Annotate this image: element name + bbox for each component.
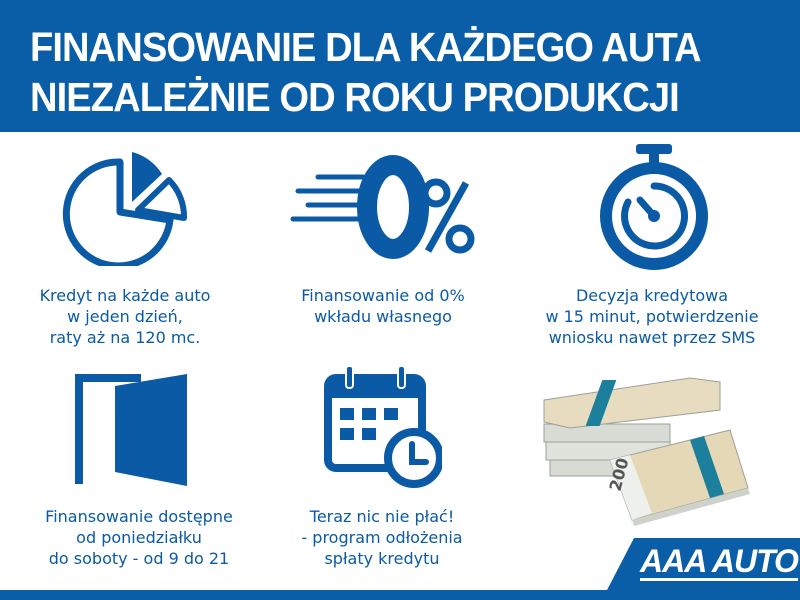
caption-line: Finansowanie od 0% bbox=[301, 286, 465, 305]
header-banner: FINANSOWANIE DLA KAŻDEGO AUTA NIEZALEŻNI… bbox=[0, 0, 800, 132]
logo-text: AAA AUTO bbox=[640, 543, 799, 581]
caption-line: Kredyt na każde auto bbox=[39, 286, 211, 305]
headline-line-1: FINANSOWANIE DLA KAŻDEGO AUTA bbox=[30, 24, 702, 70]
caption-line: od poniedziałku bbox=[76, 528, 202, 547]
feature-caption-1: Kredyt na każde auto w jeden dzień, raty… bbox=[0, 285, 255, 348]
feature-caption-4: Finansowanie dostępne od poniedziałku do… bbox=[9, 506, 269, 569]
caption-line: wkładu własnego bbox=[314, 307, 452, 326]
caption-line: do soboty - od 9 do 21 bbox=[48, 549, 230, 568]
zero-percent-icon bbox=[290, 155, 475, 259]
caption-line: w jeden dzień, bbox=[67, 307, 183, 326]
caption-line: Finansowanie dostępne bbox=[45, 507, 233, 526]
pie-chart-icon bbox=[62, 152, 188, 266]
caption-line: spłaty kredytu bbox=[324, 549, 440, 568]
headline-line-2: NIEZALEŻNIE OD ROKU PRODUKCJI bbox=[30, 74, 680, 120]
open-door-icon bbox=[75, 374, 187, 486]
feature-caption-5: Teraz nic nie płać! - program odłożenia … bbox=[252, 506, 512, 569]
caption-line: Teraz nic nie płać! bbox=[309, 507, 455, 526]
bottom-stripe bbox=[0, 590, 800, 600]
banknote-stack-icon: 200 bbox=[543, 377, 750, 526]
caption-line: Decyzja kredytowa bbox=[575, 286, 729, 305]
aaa-auto-logo: AAA AUTO bbox=[606, 538, 800, 592]
feature-caption-2: Finansowanie od 0% wkładu własnego bbox=[253, 285, 513, 327]
stopwatch-icon bbox=[600, 144, 708, 270]
feature-caption-3: Decyzja kredytowa w 15 minut, potwierdze… bbox=[522, 285, 782, 348]
caption-line: w 15 minut, potwierdzenie bbox=[545, 307, 759, 326]
caption-line: wniosku nawet przez SMS bbox=[548, 328, 756, 347]
caption-line: - program odłożenia bbox=[301, 528, 463, 547]
caption-line: raty aż na 120 mc. bbox=[49, 328, 201, 347]
calendar-clock-icon bbox=[324, 365, 442, 488]
